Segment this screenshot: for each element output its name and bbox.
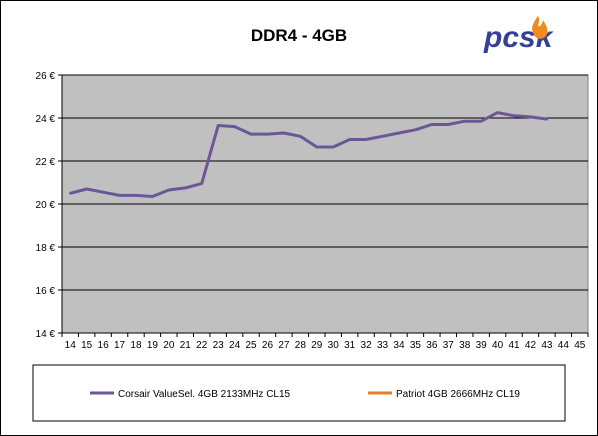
y-tick-label: 22 € [36, 157, 56, 168]
x-tick-label: 41 [508, 340, 520, 351]
data-point [118, 194, 121, 197]
x-tick-label: 16 [98, 340, 110, 351]
legend-entries: Corsair ValueSel. 4GB 2133MHz CL15 Patrio… [90, 389, 520, 400]
flame-icon [532, 16, 548, 39]
series-layer [69, 111, 549, 198]
data-point [512, 114, 516, 118]
x-tick-label: 25 [245, 340, 257, 351]
x-tick-label: 39 [476, 340, 488, 351]
data-point [167, 188, 171, 192]
data-point [381, 135, 384, 138]
data-point [200, 182, 203, 185]
data-point [529, 115, 532, 119]
x-tick-label: 34 [393, 340, 405, 351]
data-point [430, 123, 434, 126]
x-tick-label: 29 [311, 340, 323, 351]
y-tick-label: 20 € [36, 200, 56, 211]
x-tick-label: 33 [377, 340, 389, 351]
x-tick-label: 38 [459, 340, 471, 351]
x-tick-label: 32 [361, 340, 373, 351]
y-tick-label: 26 € [36, 71, 56, 82]
x-tick-label: 17 [114, 340, 126, 351]
x-tick-label: 36 [426, 340, 438, 351]
x-tick-label: 31 [344, 340, 356, 351]
y-tick-label: 14 € [36, 329, 56, 340]
legend-label: Corsair ValueSel. 4GB 2133MHz CL15 [118, 389, 291, 400]
data-point [348, 138, 351, 141]
x-tick-label: 19 [147, 340, 159, 351]
data-point [184, 186, 187, 190]
x-tick-label: 27 [278, 340, 290, 351]
x-tick-label: 43 [541, 340, 553, 351]
data-point [397, 131, 401, 135]
gridlines [62, 74, 588, 291]
x-tick-label: 37 [443, 340, 455, 351]
data-point [151, 195, 154, 198]
data-point [364, 138, 368, 141]
data-point [315, 145, 318, 149]
x-tick-label: 20 [163, 340, 175, 351]
legend [32, 364, 566, 422]
data-point [496, 111, 499, 114]
data-point [463, 120, 466, 123]
x-tick-label: 23 [213, 340, 225, 351]
data-point [299, 135, 302, 138]
data-point [332, 145, 335, 149]
data-point [233, 125, 236, 128]
x-tick-label: 18 [130, 340, 142, 351]
axes: 14 € 16 € 18 € 20 € 22 € 24 € 26 € 14 15 16 17 18 19… [36, 71, 589, 351]
x-tick-label: 28 [295, 340, 307, 351]
y-tick-label: 16 € [36, 286, 56, 297]
y-tick-label: 24 € [36, 114, 56, 125]
data-point [266, 132, 269, 136]
x-tick-label: 15 [81, 340, 93, 351]
x-tick-label: 35 [410, 340, 422, 351]
data-point [85, 187, 88, 191]
pcsk-logo: pcsk [483, 16, 554, 54]
data-point [447, 123, 450, 126]
x-tick-label: 44 [558, 340, 570, 351]
data-point [134, 194, 138, 197]
chart-title: DDR4 - 4GB [251, 26, 347, 45]
series-line [69, 111, 548, 198]
x-tick-label: 24 [229, 340, 241, 351]
x-tick-label: 45 [574, 340, 586, 351]
data-point [545, 117, 549, 121]
data-point [249, 132, 253, 136]
x-tick-label: 22 [196, 340, 208, 351]
x-tick-label: 42 [525, 340, 537, 351]
data-point [216, 124, 220, 127]
x-tick-label: 26 [262, 340, 274, 351]
x-tick-label: 14 [65, 340, 77, 351]
data-point [282, 131, 286, 135]
data-point [101, 190, 105, 194]
data-point [69, 192, 72, 195]
y-tick-label: 18 € [36, 243, 56, 254]
x-tick-label: 30 [328, 340, 340, 351]
data-point [479, 120, 483, 123]
x-tick-label: 40 [492, 340, 504, 351]
data-point [414, 128, 417, 132]
x-tick-label: 21 [180, 340, 192, 351]
legend-label: Patriot 4GB 2666MHz CL19 [396, 389, 520, 400]
